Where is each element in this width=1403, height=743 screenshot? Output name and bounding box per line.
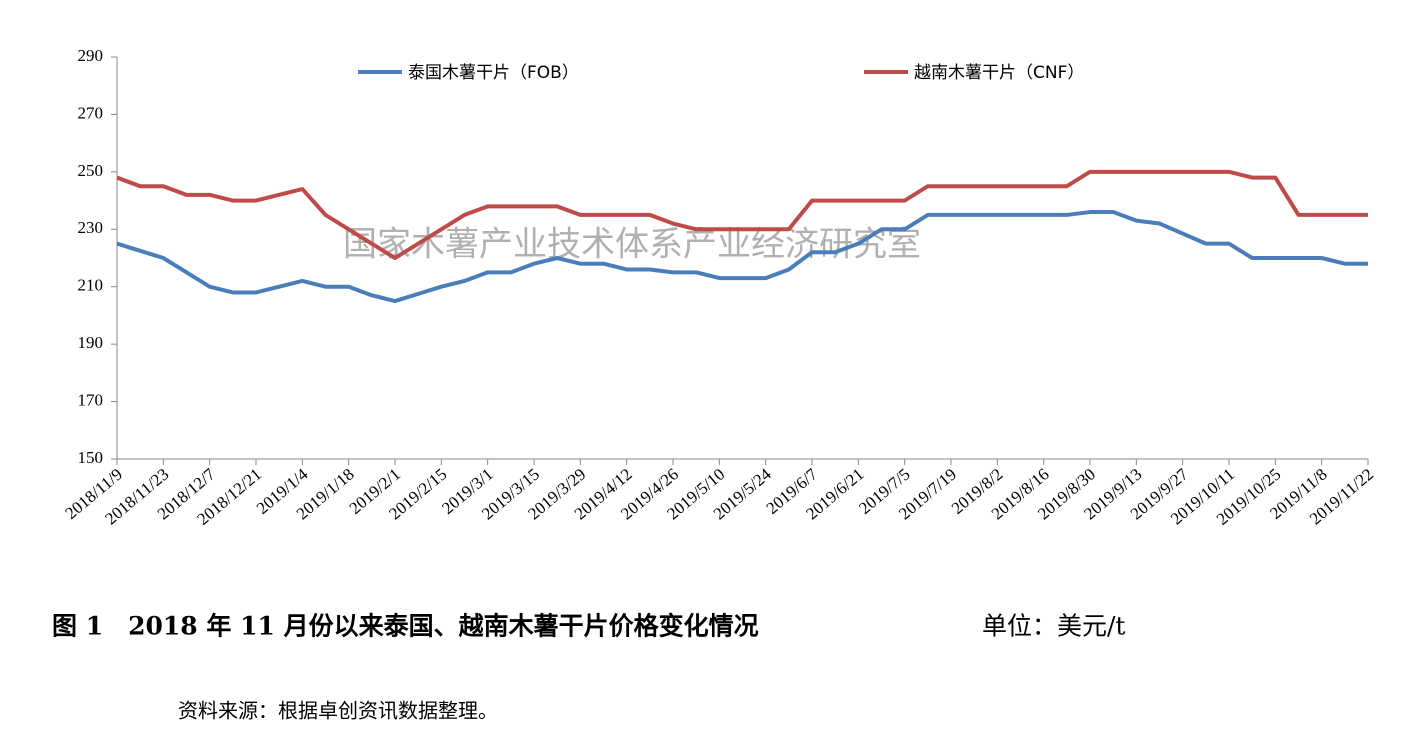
legend-label: 越南木薯干片（CNF）: [914, 63, 1084, 83]
y-tick-label: 210: [78, 276, 104, 295]
series-line: [116, 210, 1368, 304]
unit: 单位：美元/t: [982, 612, 1125, 641]
series-line: [116, 169, 1368, 260]
y-tick-label: 290: [78, 46, 104, 65]
y-tick-label: 250: [78, 161, 104, 180]
y-tick-label: 190: [78, 333, 104, 352]
legend-label: 泰国木薯干片（FOB）: [408, 63, 579, 83]
y-tick-label: 230: [78, 218, 104, 237]
watermark: 国家木薯产业技术体系产业经济研究室: [343, 225, 921, 265]
y-tick-label: 170: [78, 390, 104, 409]
source: 资料来源：根据卓创资讯数据整理。: [178, 699, 498, 723]
y-tick-label: 270: [78, 103, 104, 122]
y-tick-label: 150: [78, 448, 104, 467]
caption: 图 1 2018 年 11 月份以来泰国、越南木薯干片价格变化情况: [52, 612, 759, 641]
